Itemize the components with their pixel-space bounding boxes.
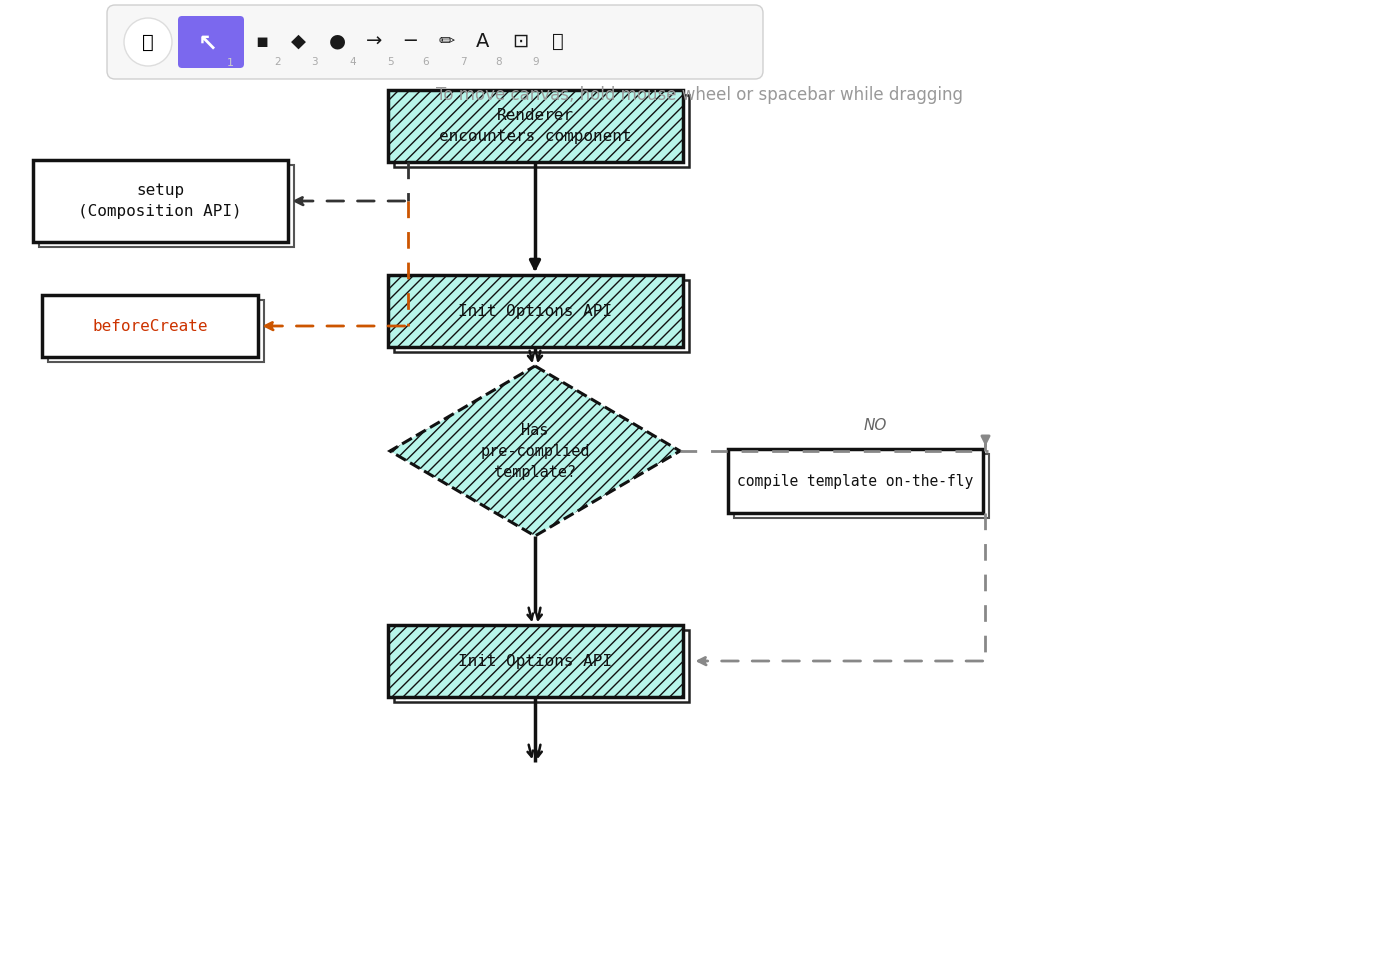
Text: 8: 8 <box>496 57 503 67</box>
Text: 📖: 📖 <box>552 31 564 50</box>
Text: ◆: ◆ <box>291 31 305 50</box>
Text: compile template on-the-fly: compile template on-the-fly <box>736 474 973 488</box>
Text: 🔓: 🔓 <box>143 32 154 51</box>
Circle shape <box>125 18 172 66</box>
Text: 9: 9 <box>532 57 539 67</box>
Text: Renderer
encounters component: Renderer encounters component <box>438 108 631 144</box>
Text: ─: ─ <box>405 31 416 50</box>
Text: →: → <box>365 31 382 50</box>
FancyBboxPatch shape <box>178 16 244 68</box>
Text: A: A <box>476 31 490 50</box>
Text: beforeCreate: beforeCreate <box>92 318 207 333</box>
Text: ▪: ▪ <box>255 31 269 50</box>
Text: 6: 6 <box>423 57 430 67</box>
FancyBboxPatch shape <box>388 90 683 162</box>
Text: 4: 4 <box>350 57 357 67</box>
FancyBboxPatch shape <box>728 449 983 513</box>
Text: ●: ● <box>329 31 346 50</box>
Text: 5: 5 <box>386 57 393 67</box>
Text: 2: 2 <box>274 57 281 67</box>
Text: ✏: ✏ <box>438 31 455 50</box>
Text: 3: 3 <box>311 57 318 67</box>
FancyBboxPatch shape <box>42 295 258 357</box>
Text: ↖: ↖ <box>199 32 218 56</box>
FancyBboxPatch shape <box>32 160 287 242</box>
Text: ⊡: ⊡ <box>512 31 528 50</box>
Polygon shape <box>391 366 680 536</box>
Text: 1: 1 <box>227 58 234 68</box>
Text: Init Options API: Init Options API <box>458 653 612 668</box>
FancyBboxPatch shape <box>106 5 763 79</box>
FancyBboxPatch shape <box>388 275 683 347</box>
FancyBboxPatch shape <box>388 625 683 697</box>
Text: NO: NO <box>864 418 886 433</box>
Text: 7: 7 <box>459 57 466 67</box>
Text: setup
(Composition API): setup (Composition API) <box>78 183 242 219</box>
Text: To move canvas, hold mouse wheel or spacebar while dragging: To move canvas, hold mouse wheel or spac… <box>437 86 963 104</box>
Text: Has
pre-complied
template?: Has pre-complied template? <box>480 422 589 480</box>
Text: Init Options API: Init Options API <box>458 304 612 318</box>
